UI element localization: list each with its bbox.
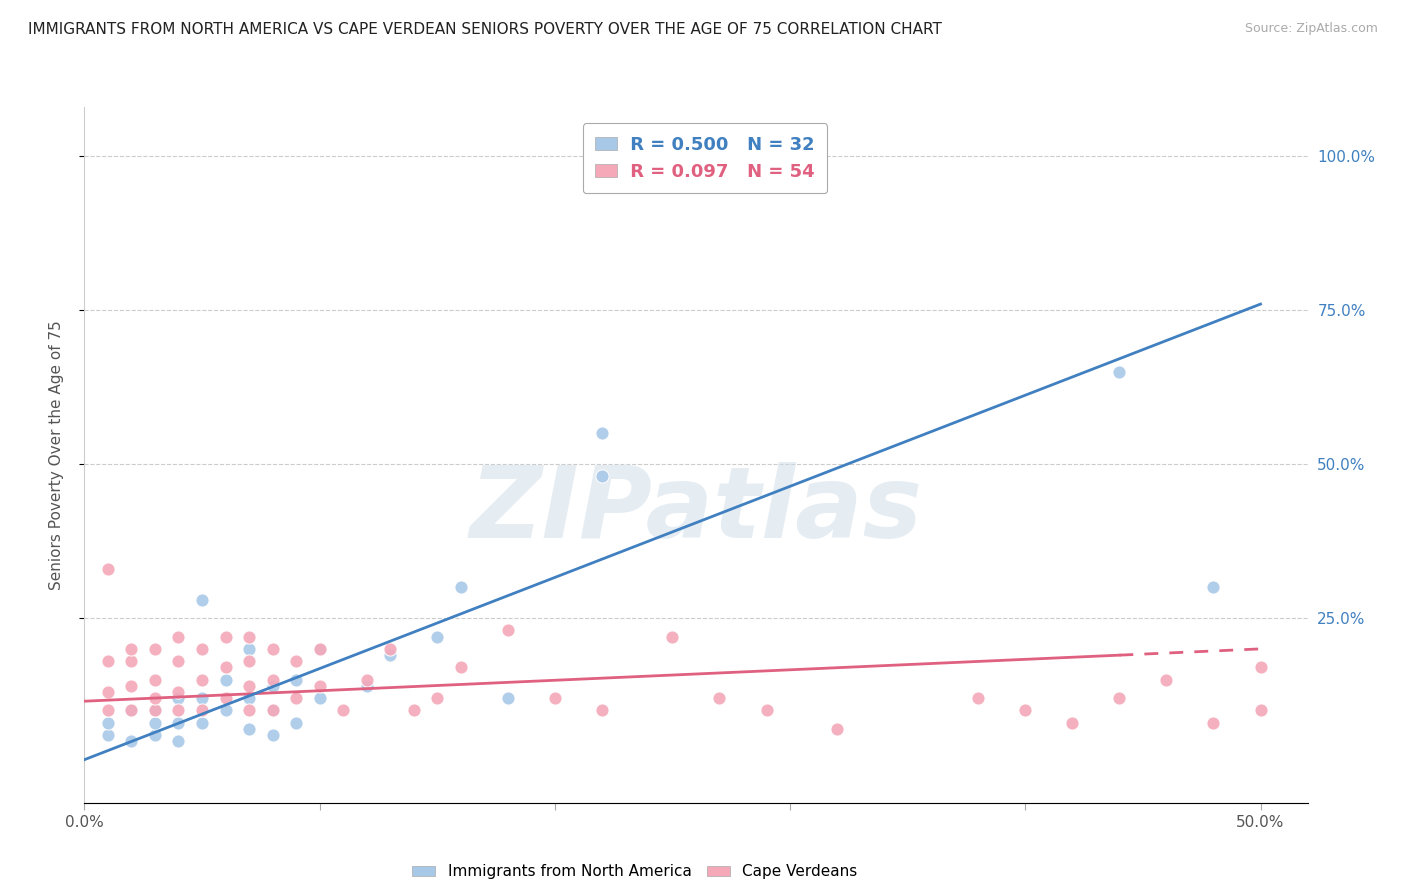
Point — [591, 426, 613, 441]
Point — [285, 673, 308, 687]
Point — [1014, 703, 1036, 717]
Point — [825, 722, 848, 736]
Point — [167, 703, 190, 717]
Point — [120, 679, 142, 693]
Point — [544, 691, 567, 706]
Point — [308, 641, 330, 656]
Point — [238, 722, 260, 736]
Point — [308, 691, 330, 706]
Point — [967, 691, 990, 706]
Point — [143, 641, 166, 656]
Point — [97, 728, 120, 742]
Point — [214, 691, 236, 706]
Point — [262, 703, 284, 717]
Point — [661, 630, 683, 644]
Point — [120, 703, 142, 717]
Point — [191, 673, 214, 687]
Point — [97, 562, 120, 576]
Point — [167, 654, 190, 668]
Point — [97, 703, 120, 717]
Point — [1250, 703, 1272, 717]
Text: ZIPatlas: ZIPatlas — [470, 462, 922, 559]
Point — [191, 703, 214, 717]
Point — [262, 728, 284, 742]
Point — [191, 691, 214, 706]
Point — [143, 673, 166, 687]
Point — [120, 734, 142, 748]
Point — [97, 685, 120, 699]
Point — [167, 734, 190, 748]
Point — [238, 691, 260, 706]
Point — [191, 641, 214, 656]
Point — [214, 660, 236, 674]
Point — [402, 703, 425, 717]
Point — [191, 715, 214, 730]
Point — [143, 703, 166, 717]
Point — [426, 691, 449, 706]
Point — [214, 703, 236, 717]
Legend: Immigrants from North America, Cape Verdeans: Immigrants from North America, Cape Verd… — [406, 858, 863, 886]
Point — [238, 641, 260, 656]
Point — [214, 630, 236, 644]
Point — [450, 660, 472, 674]
Point — [755, 703, 778, 717]
Point — [285, 654, 308, 668]
Point — [380, 641, 402, 656]
Point — [238, 703, 260, 717]
Point — [143, 728, 166, 742]
Point — [167, 691, 190, 706]
Point — [143, 715, 166, 730]
Point — [1108, 691, 1130, 706]
Point — [167, 715, 190, 730]
Point — [262, 679, 284, 693]
Point — [709, 691, 731, 706]
Text: Source: ZipAtlas.com: Source: ZipAtlas.com — [1244, 22, 1378, 36]
Point — [768, 149, 790, 163]
Point — [1202, 715, 1225, 730]
Point — [120, 641, 142, 656]
Point — [1202, 580, 1225, 594]
Point — [1108, 365, 1130, 379]
Point — [214, 673, 236, 687]
Point — [120, 703, 142, 717]
Point — [308, 641, 330, 656]
Point — [591, 703, 613, 717]
Point — [591, 469, 613, 483]
Point — [380, 648, 402, 662]
Point — [143, 691, 166, 706]
Y-axis label: Seniors Poverty Over the Age of 75: Seniors Poverty Over the Age of 75 — [49, 320, 63, 590]
Point — [356, 673, 378, 687]
Point — [238, 630, 260, 644]
Point — [262, 641, 284, 656]
Point — [332, 703, 354, 717]
Point — [143, 703, 166, 717]
Point — [285, 715, 308, 730]
Point — [450, 580, 472, 594]
Point — [285, 691, 308, 706]
Point — [238, 679, 260, 693]
Point — [1250, 660, 1272, 674]
Point — [191, 592, 214, 607]
Point — [496, 691, 519, 706]
Point — [97, 654, 120, 668]
Text: IMMIGRANTS FROM NORTH AMERICA VS CAPE VERDEAN SENIORS POVERTY OVER THE AGE OF 75: IMMIGRANTS FROM NORTH AMERICA VS CAPE VE… — [28, 22, 942, 37]
Point — [120, 654, 142, 668]
Point — [1156, 673, 1178, 687]
Point — [496, 624, 519, 638]
Point — [167, 685, 190, 699]
Point — [167, 630, 190, 644]
Point — [97, 715, 120, 730]
Point — [1062, 715, 1084, 730]
Point — [262, 673, 284, 687]
Point — [238, 654, 260, 668]
Point — [262, 703, 284, 717]
Point — [356, 679, 378, 693]
Point — [426, 630, 449, 644]
Point — [308, 679, 330, 693]
